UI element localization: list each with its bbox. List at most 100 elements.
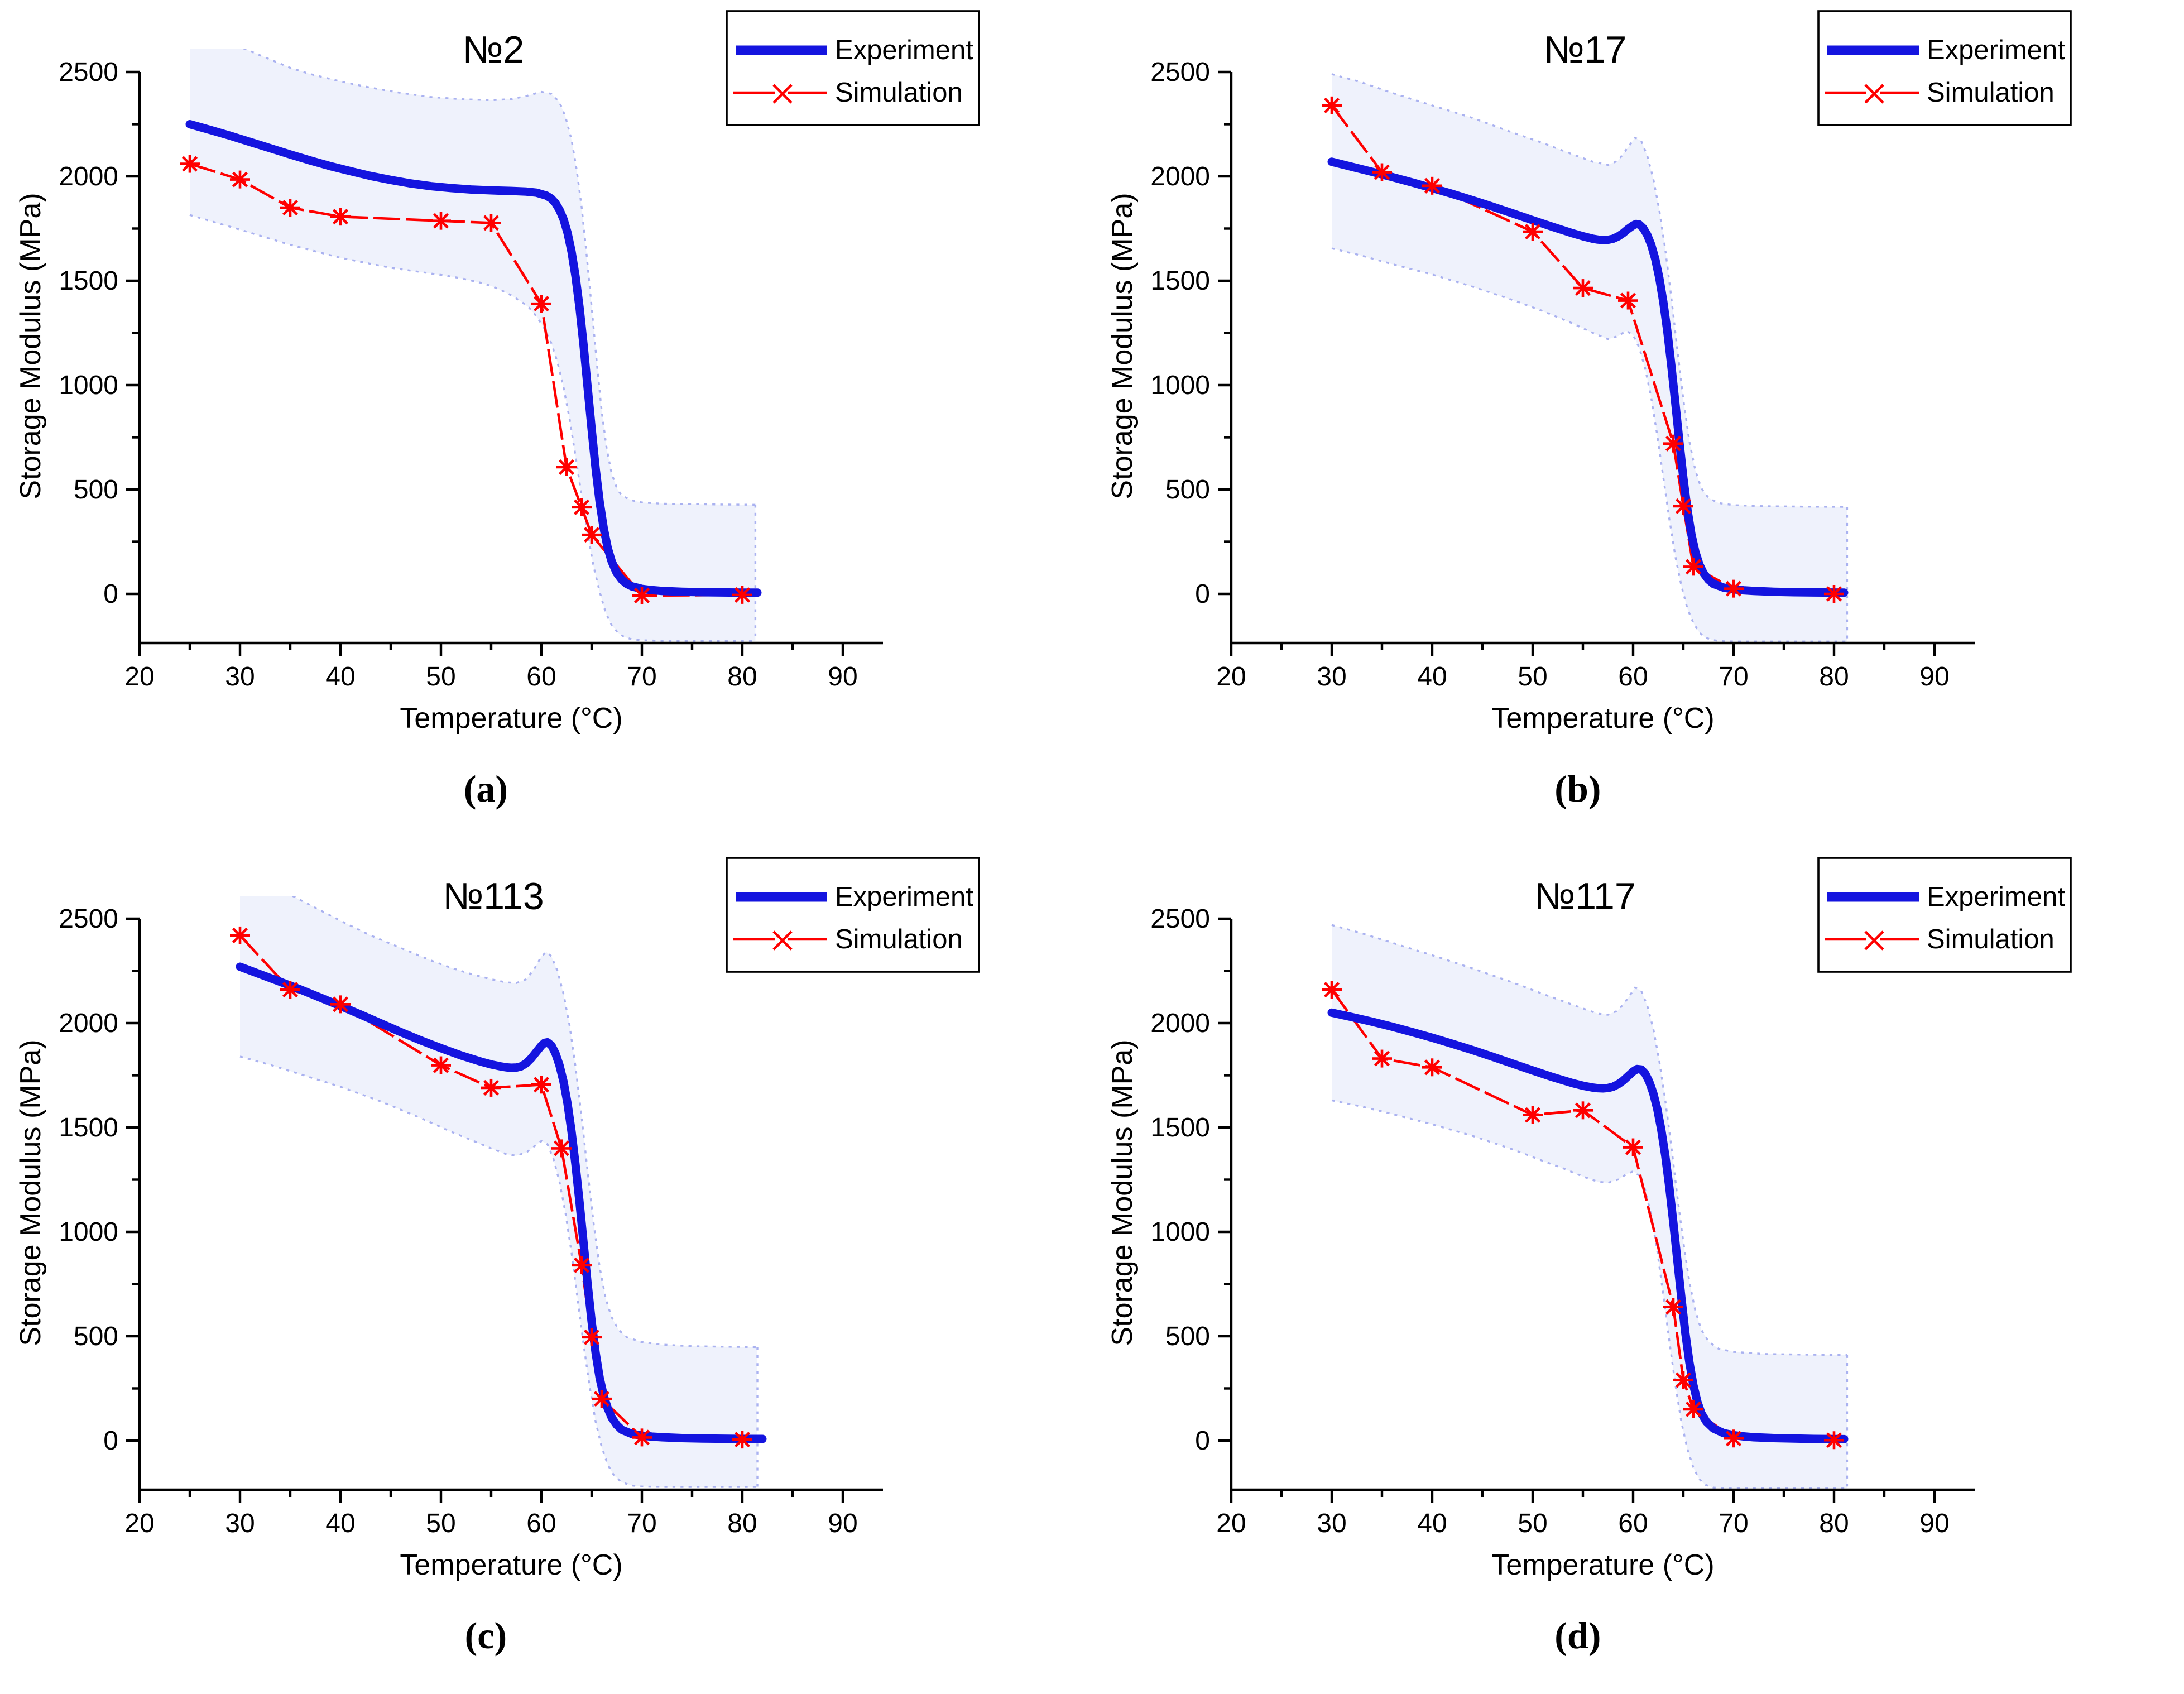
band-border-lower [1331,1099,1847,1489]
svg-text:20: 20 [1216,662,1246,692]
svg-text:500: 500 [1165,475,1210,505]
svg-text:20: 20 [1216,1509,1246,1538]
tick-labels: 20 30 40 50 60 70 80 90 0 500 1000 1500 2000 2500 [59,904,857,1538]
legend-experiment-label: Experiment [1927,882,2065,912]
chart-title: №117 [1534,875,1635,918]
axes [126,917,883,1503]
svg-text:2500: 2500 [59,904,118,934]
band-border-upper [242,49,756,506]
legend-box [726,857,980,973]
svg-text:2500: 2500 [1150,904,1210,934]
svg-text:2000: 2000 [59,1009,118,1038]
svg-text:2000: 2000 [1150,1009,1210,1038]
legend: Experiment Simulation [1817,857,2072,973]
svg-text:1500: 1500 [59,266,118,296]
svg-text:1000: 1000 [1150,1217,1210,1247]
y-axis-title: Storage Modulus (MPa) [1106,193,1139,499]
svg-text:1000: 1000 [59,371,118,400]
chart-svg-c: 20 30 40 50 60 70 80 90 0 500 1000 1500 2000 2500 Temp… [15,857,980,1581]
legend-simulation-label: Simulation [1927,78,2055,108]
svg-text:2000: 2000 [1150,162,1210,191]
svg-text:30: 30 [1317,662,1346,692]
svg-text:2000: 2000 [59,162,118,191]
legend-simulation-label: Simulation [1927,924,2055,954]
svg-text:1500: 1500 [59,1113,118,1143]
y-axis-title: Storage Modulus (MPa) [15,1039,47,1346]
x-axis-title: Temperature (°C) [1491,702,1714,735]
confidence-band [189,49,757,642]
svg-text:90: 90 [828,1509,857,1538]
svg-text:500: 500 [74,1322,118,1351]
tick-labels: 20 30 40 50 60 70 80 90 0 500 1000 1500 2000 2500 [59,57,857,692]
legend: Experiment Simulation [1817,10,2072,126]
legend-simulation-sample [1825,84,1919,104]
svg-text:50: 50 [426,662,455,692]
caption-a-label: (a) [463,767,508,810]
svg-text:90: 90 [1919,662,1949,692]
panel-c: 20 30 40 50 60 70 80 90 0 500 1000 1500 2000 2500 Temp… [0,847,1092,1694]
svg-text:90: 90 [1919,1509,1949,1538]
svg-text:40: 40 [325,662,355,692]
simulation-markers [230,926,752,1449]
x-axis-title: Temperature (°C) [400,1549,622,1581]
confidence-band [1331,924,1849,1489]
simulation-markers [180,155,752,604]
panel-b: 20 30 40 50 60 70 80 90 0 500 1000 1500 2000 2500 Temp… [1092,0,2184,847]
svg-text:0: 0 [103,1426,118,1456]
simulation-markers [1322,96,1844,603]
svg-text:2500: 2500 [59,57,118,87]
legend-box [1817,857,2072,973]
legend-box [1817,10,2072,126]
tick-labels: 20 30 40 50 60 70 80 90 0 500 1000 1500 2000 2500 [1150,57,1949,692]
svg-text:40: 40 [325,1509,355,1538]
caption-d: (d) [1092,1589,2184,1692]
svg-text:60: 60 [526,1509,556,1538]
svg-text:50: 50 [426,1509,455,1538]
legend: Experiment Simulation [726,10,980,126]
y-axis-title: Storage Modulus (MPa) [15,193,47,499]
simulation-line [189,162,743,597]
experiment-line [236,962,767,1443]
svg-text:20: 20 [124,1509,154,1538]
band-border-upper [290,896,758,1349]
legend-simulation-sample [1825,930,1919,951]
axes [1218,917,1975,1503]
panel-a: 20 30 40 50 60 70 80 90 0 500 1000 1500 2000 2500 Temp… [0,0,1092,847]
caption-a: (a) [0,742,1092,846]
svg-text:2500: 2500 [1150,57,1210,87]
svg-text:80: 80 [1819,662,1849,692]
svg-text:40: 40 [1417,662,1447,692]
svg-text:1000: 1000 [59,1217,118,1247]
chart-svg-b: 20 30 40 50 60 70 80 90 0 500 1000 1500 2000 2500 Temp… [1106,10,2072,735]
band-border-lower [239,1055,757,1488]
svg-text:0: 0 [1195,579,1210,609]
legend: Experiment Simulation [726,857,980,973]
svg-text:30: 30 [1317,1509,1346,1538]
svg-text:0: 0 [103,579,118,609]
legend-simulation-label: Simulation [835,924,963,954]
svg-text:500: 500 [1165,1322,1210,1351]
legend-simulation-sample [733,930,827,951]
caption-c: (c) [0,1589,1092,1692]
svg-text:30: 30 [225,662,255,692]
experiment-line [1327,157,1849,597]
svg-text:40: 40 [1417,1509,1447,1538]
legend-simulation-label: Simulation [835,78,963,108]
svg-text:80: 80 [727,662,757,692]
x-axis-title: Temperature (°C) [1491,1549,1714,1581]
svg-text:60: 60 [1618,662,1648,692]
legend-experiment-label: Experiment [1927,35,2065,65]
legend-simulation-sample [733,84,827,104]
tick-labels: 20 30 40 50 60 70 80 90 0 500 1000 1500 2000 2500 [1150,904,1949,1538]
svg-text:70: 70 [627,662,656,692]
svg-text:1500: 1500 [1150,1113,1210,1143]
svg-text:70: 70 [1719,662,1748,692]
chart-title: №113 [443,875,544,918]
caption-b: (b) [1092,742,2184,846]
x-axis-title: Temperature (°C) [400,702,622,735]
axes [1218,70,1975,656]
chart-svg-d: 20 30 40 50 60 70 80 90 0 500 1000 1500 2000 2500 Temp… [1106,857,2072,1581]
svg-text:60: 60 [526,662,556,692]
legend-experiment-label: Experiment [835,35,973,65]
